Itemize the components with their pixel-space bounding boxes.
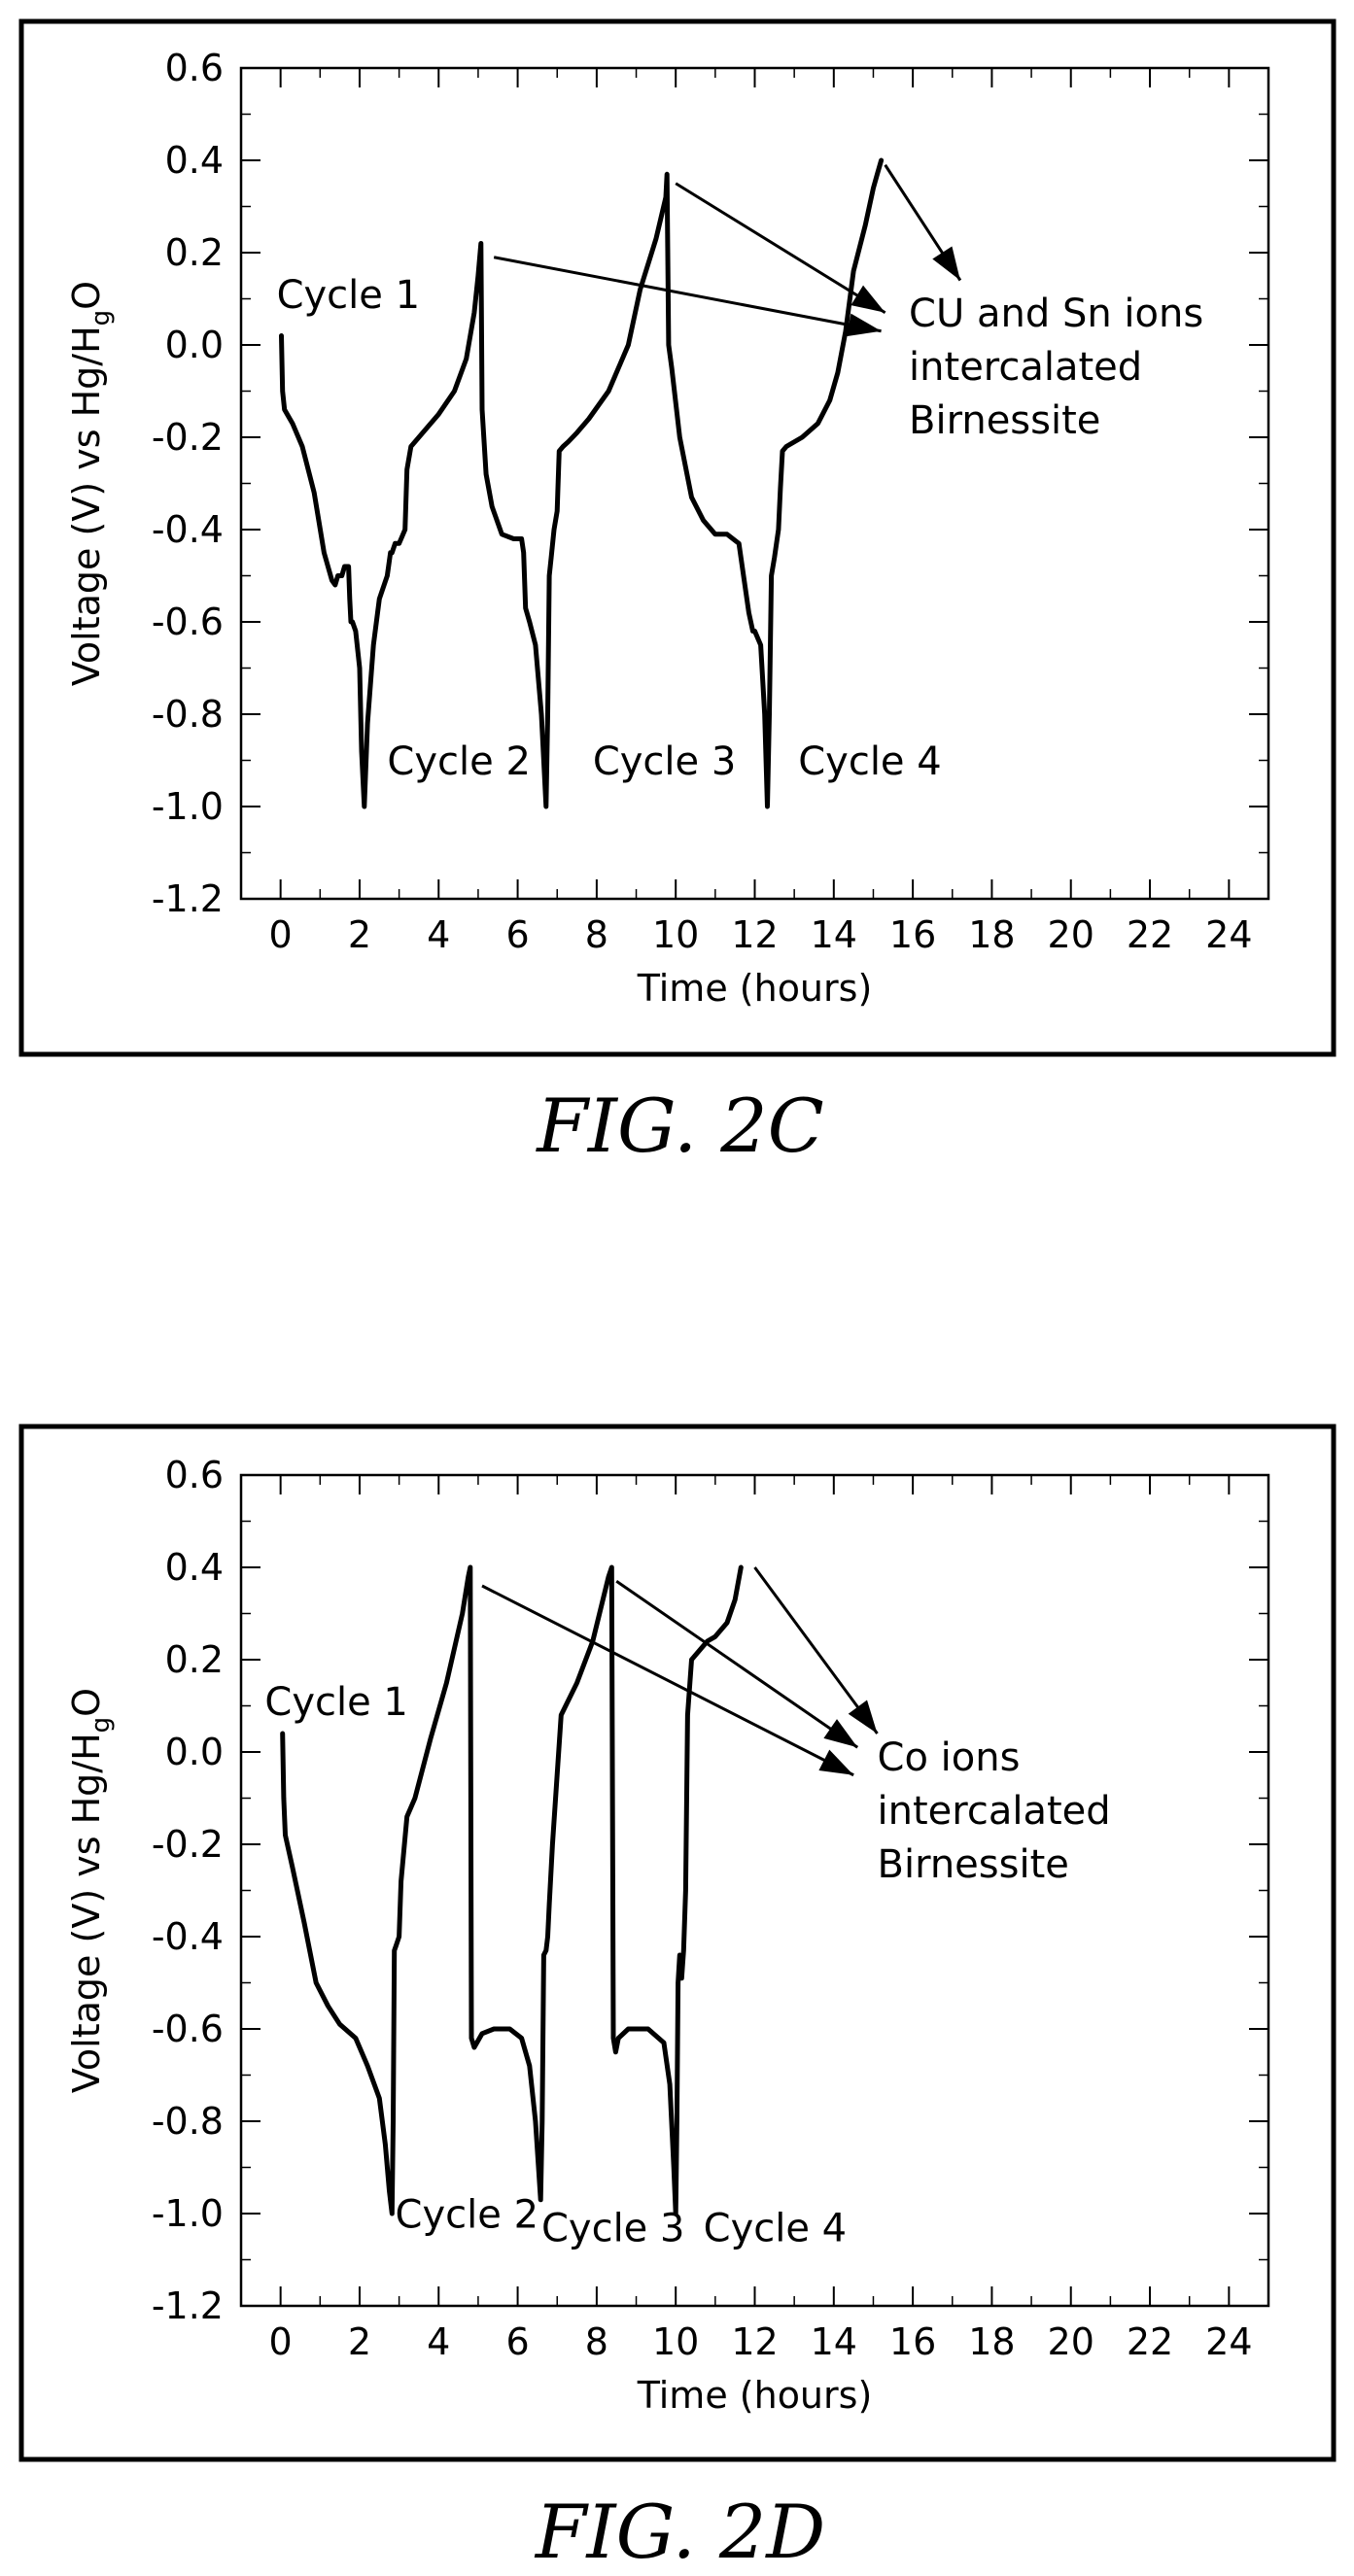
voltage-curve xyxy=(280,1564,744,2216)
arrow-head xyxy=(818,1749,854,1775)
y-tick-label: 0.4 xyxy=(165,1546,224,1589)
y-tick-label: -0.4 xyxy=(152,508,224,551)
y-tick-label: 0.2 xyxy=(165,231,224,274)
x-tick-label: 22 xyxy=(1127,2320,1173,2363)
cycle-label: Cycle 3 xyxy=(593,739,736,784)
x-axis-title: Time (hours) xyxy=(637,967,873,1010)
y-axis-title-main: Voltage (V) vs Hg/H xyxy=(65,326,108,686)
arrow-head xyxy=(851,285,885,313)
annotation-line: Co ions xyxy=(878,1735,1021,1780)
x-tick-label: 18 xyxy=(968,2320,1015,2363)
x-tick-label: 20 xyxy=(1048,2320,1094,2363)
y-tick-label: -0.2 xyxy=(152,416,224,459)
cycle-label: Cycle 4 xyxy=(798,739,941,784)
x-tick-label: 12 xyxy=(731,2320,778,2363)
y-tick-label: -1.2 xyxy=(152,877,224,920)
x-axis-title: Time (hours) xyxy=(637,2374,873,2417)
y-axis-title-subscript: g xyxy=(87,1717,116,1734)
x-tick-label: 14 xyxy=(811,2320,857,2363)
figure-2c: 0 2 4 6 8 10 12 14 16 18 20 22 240.60.40.20.0-0.2-0.… xyxy=(18,18,1337,1169)
annotation-line: Birnessite xyxy=(909,398,1100,443)
x-tick-label: 6 xyxy=(505,913,529,956)
arrow-line xyxy=(753,1566,879,1735)
x-tick-label: 10 xyxy=(652,2320,699,2363)
x-tick-label: 24 xyxy=(1205,913,1252,956)
voltage-curve xyxy=(279,157,885,809)
x-tick-label: 2 xyxy=(348,913,371,956)
annotation-line: intercalated xyxy=(878,1789,1111,1834)
arrow-line xyxy=(481,1584,854,1777)
x-tick-label: 0 xyxy=(269,2320,293,2363)
figure-frame xyxy=(18,18,1337,1057)
cycle-label: Cycle 3 xyxy=(541,2207,684,2251)
annotation-line: intercalated xyxy=(909,345,1142,390)
y-tick-label: 0.0 xyxy=(165,324,224,366)
figure-frame xyxy=(18,1424,1337,2462)
arrow-line xyxy=(615,1580,859,1749)
x-tick-label: 20 xyxy=(1048,913,1094,956)
plot-area xyxy=(239,1473,1270,2308)
arrow-head xyxy=(932,246,960,281)
figure-caption: FIG. 2C xyxy=(535,1082,824,1169)
cycle-label: Cycle 1 xyxy=(277,273,420,318)
x-tick-label: 14 xyxy=(811,913,857,956)
y-tick-label: -1.2 xyxy=(152,2284,224,2327)
annotation-line: Birnessite xyxy=(878,1842,1069,1887)
cycle-label: Cycle 2 xyxy=(387,739,530,784)
x-tick-label: 4 xyxy=(427,2320,450,2363)
x-tick-label: 10 xyxy=(652,913,699,956)
y-axis-title-subscript: g xyxy=(87,310,116,326)
y-tick-label: 0.6 xyxy=(165,1454,224,1496)
x-tick-label: 6 xyxy=(505,2320,529,2363)
cycle-label: Cycle 1 xyxy=(264,1680,407,1725)
x-tick-label: 8 xyxy=(585,913,608,956)
y-tick-label: -0.8 xyxy=(152,693,224,736)
y-tick-label: -1.0 xyxy=(152,2192,224,2235)
x-tick-label: 18 xyxy=(968,913,1015,956)
y-tick-label: 0.0 xyxy=(165,1731,224,1773)
figure-2d: 0 2 4 6 8 10 12 14 16 18 20 22 240.60.40.20.0-0.2-0.… xyxy=(18,1424,1337,2575)
y-axis-title-main: Voltage (V) vs Hg/H xyxy=(65,1733,108,2093)
x-tick-label: 24 xyxy=(1205,2320,1252,2363)
y-axis-title-end: O xyxy=(65,281,108,310)
y-tick-label: -0.4 xyxy=(152,1915,224,1958)
y-axis-title-end: O xyxy=(65,1688,108,1717)
x-tick-label: 0 xyxy=(269,913,293,956)
x-tick-label: 2 xyxy=(348,2320,371,2363)
y-axis-title: Voltage (V) vs Hg/HgO xyxy=(65,1688,116,2093)
x-tick-label: 22 xyxy=(1127,913,1173,956)
annotation-line: CU and Sn ions xyxy=(909,292,1203,336)
y-tick-label: 0.2 xyxy=(165,1638,224,1681)
cycle-label: Cycle 2 xyxy=(396,2192,538,2237)
arrow-line xyxy=(675,182,886,315)
arrow-line xyxy=(493,256,882,333)
x-tick-label: 16 xyxy=(889,2320,936,2363)
x-tick-label: 4 xyxy=(427,913,450,956)
arrow-head xyxy=(823,1719,858,1748)
y-tick-label: 0.4 xyxy=(165,139,224,182)
cycle-label: Cycle 4 xyxy=(704,2207,847,2251)
arrow-head xyxy=(848,1700,878,1734)
y-tick-label: 0.6 xyxy=(165,47,224,89)
y-tick-label: -0.8 xyxy=(152,2100,224,2143)
arrow-head xyxy=(846,313,882,337)
y-tick-label: -0.6 xyxy=(152,2008,224,2050)
x-tick-label: 16 xyxy=(889,913,936,956)
x-tick-label: 12 xyxy=(731,913,778,956)
x-tick-label: 8 xyxy=(585,2320,608,2363)
figure-caption: FIG. 2D xyxy=(534,2489,825,2575)
y-tick-label: -0.6 xyxy=(152,601,224,643)
y-tick-label: -1.0 xyxy=(152,785,224,828)
y-tick-label: -0.2 xyxy=(152,1823,224,1866)
y-axis-title: Voltage (V) vs Hg/HgO xyxy=(65,281,116,686)
